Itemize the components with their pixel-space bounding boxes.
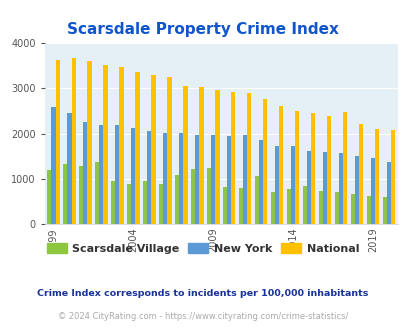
Bar: [270, 192, 275, 224]
Bar: [207, 168, 211, 224]
Bar: [326, 116, 330, 224]
Bar: [386, 162, 390, 224]
Bar: [159, 184, 163, 224]
Bar: [127, 183, 131, 224]
Bar: [222, 187, 227, 224]
Bar: [227, 136, 231, 224]
Bar: [143, 181, 147, 224]
Bar: [215, 90, 219, 224]
Bar: [119, 67, 123, 224]
Bar: [83, 122, 87, 224]
Bar: [103, 65, 107, 224]
Bar: [79, 166, 83, 224]
Bar: [175, 176, 179, 224]
Bar: [95, 162, 99, 224]
Bar: [354, 156, 358, 224]
Bar: [63, 164, 67, 224]
Bar: [247, 93, 251, 224]
Bar: [179, 133, 183, 224]
Bar: [338, 153, 342, 224]
Bar: [370, 158, 374, 224]
Bar: [358, 124, 362, 224]
Legend: Scarsdale Village, New York, National: Scarsdale Village, New York, National: [42, 239, 363, 258]
Bar: [263, 99, 267, 224]
Bar: [191, 169, 195, 224]
Bar: [390, 130, 394, 224]
Bar: [55, 60, 60, 224]
Bar: [258, 140, 263, 224]
Bar: [99, 124, 103, 224]
Bar: [51, 107, 55, 224]
Bar: [199, 87, 203, 224]
Bar: [151, 75, 155, 224]
Bar: [47, 170, 51, 224]
Bar: [239, 188, 243, 224]
Bar: [195, 135, 199, 224]
Bar: [163, 133, 167, 224]
Bar: [275, 146, 279, 224]
Bar: [294, 111, 299, 224]
Bar: [231, 92, 235, 224]
Bar: [306, 151, 311, 224]
Bar: [254, 176, 258, 224]
Bar: [311, 113, 315, 224]
Bar: [279, 106, 283, 224]
Bar: [318, 191, 322, 224]
Bar: [342, 112, 347, 224]
Bar: [67, 113, 71, 224]
Bar: [167, 77, 171, 224]
Bar: [382, 197, 386, 224]
Bar: [350, 194, 354, 224]
Bar: [115, 125, 119, 224]
Text: © 2024 CityRating.com - https://www.cityrating.com/crime-statistics/: © 2024 CityRating.com - https://www.city…: [58, 312, 347, 321]
Text: Crime Index corresponds to incidents per 100,000 inhabitants: Crime Index corresponds to incidents per…: [37, 289, 368, 298]
Bar: [290, 147, 294, 224]
Bar: [366, 196, 370, 224]
Bar: [71, 58, 75, 224]
Bar: [374, 129, 378, 224]
Bar: [131, 128, 135, 224]
Bar: [322, 152, 326, 224]
Bar: [243, 135, 247, 224]
Bar: [211, 135, 215, 224]
Text: Scarsdale Property Crime Index: Scarsdale Property Crime Index: [67, 22, 338, 37]
Bar: [147, 131, 151, 224]
Bar: [183, 86, 187, 224]
Bar: [302, 186, 306, 224]
Bar: [286, 189, 290, 224]
Bar: [135, 72, 139, 224]
Bar: [334, 192, 338, 224]
Bar: [111, 181, 115, 224]
Bar: [87, 61, 92, 224]
